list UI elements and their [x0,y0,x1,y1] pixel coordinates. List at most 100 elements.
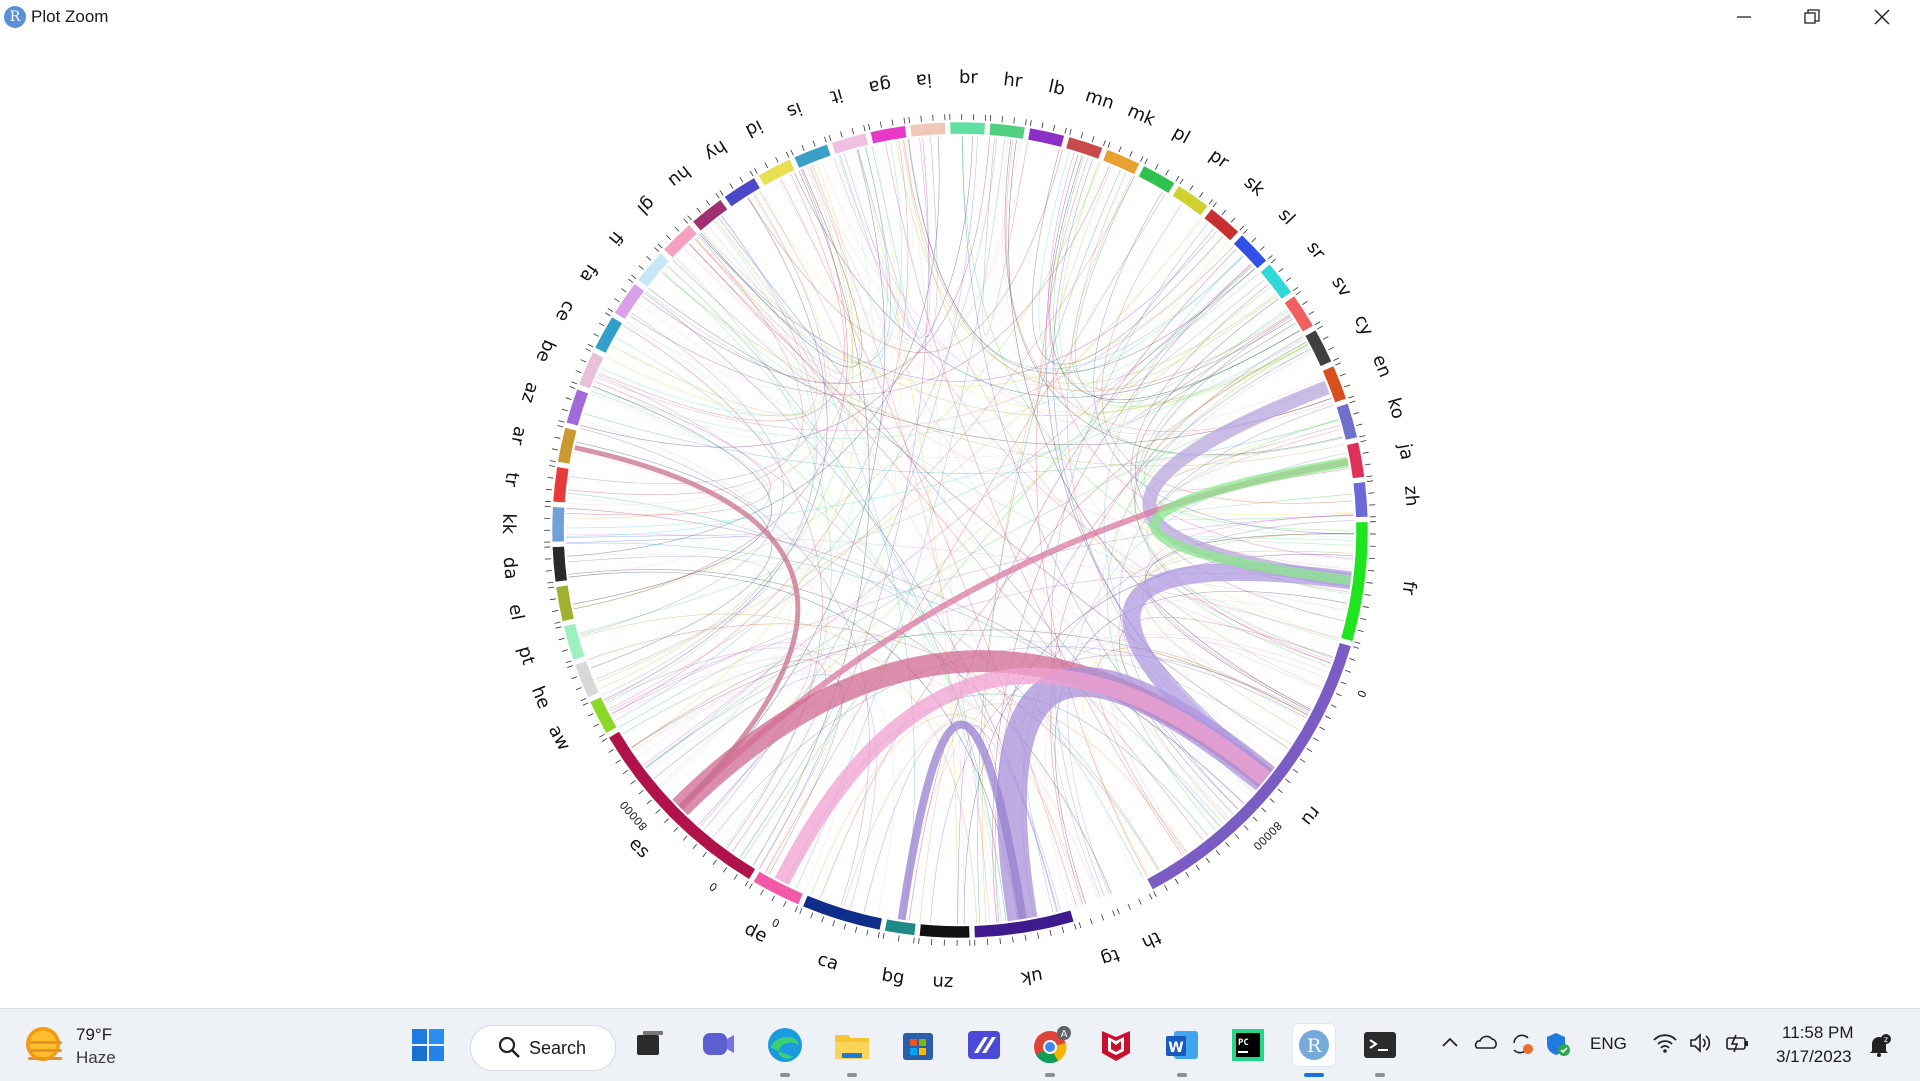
sector-label-hu: hu [664,161,695,192]
sector-label-be: be [531,336,559,365]
axis-tick [1262,808,1266,812]
axis-tick [1300,759,1305,762]
show-hidden-icons-chevron-icon[interactable] [1438,1031,1462,1055]
sync-icon[interactable] [1508,1031,1536,1057]
sector-bg [885,919,916,935]
axis-tick [1315,322,1320,325]
axis-tick [795,906,797,912]
chord-link-thin [662,272,1345,465]
minimize-button[interactable] [1710,0,1778,34]
file-explorer-button[interactable] [830,1023,874,1067]
axis-tick [1353,647,1359,649]
axis-tick [1025,935,1026,941]
axis-tick [658,244,662,248]
task-view-button[interactable] [628,1023,672,1067]
axis-tick [1344,385,1350,387]
chat-icon [696,1023,740,1067]
sector-label-gl: gl [633,192,659,219]
axis-tick [1119,147,1121,153]
sector-label-pr: pr [1205,145,1233,173]
axis-tick [1293,769,1298,773]
pycharm-button[interactable]: PC [1226,1023,1270,1067]
axis-tick [1081,133,1083,139]
defender-shield-icon[interactable] [1544,1031,1572,1059]
sector-uz [919,924,969,938]
store-button[interactable] [896,1023,940,1067]
chat-button[interactable] [696,1023,740,1067]
axis-tick [1358,630,1364,631]
word-button[interactable]: W [1160,1023,1204,1067]
axis-tick [822,917,824,923]
terminal-button[interactable] [1358,1023,1402,1067]
sector-en [1323,366,1347,403]
clock-date[interactable]: 3/17/2023 [1776,1047,1852,1067]
sector-ja [1347,442,1365,478]
clock-time[interactable]: 11:58 PM [1782,1023,1854,1043]
restore-button[interactable] [1778,0,1846,34]
start-button[interactable] [406,1023,450,1067]
sector-sr [1260,264,1291,299]
taskbar-search[interactable]: Search [470,1025,616,1071]
axis-tick [898,935,899,941]
onedrive-icon[interactable] [1472,1031,1500,1055]
sector-label-kk: kk [498,513,519,535]
rstudio-button[interactable]: R [1292,1023,1336,1067]
battery-charging-icon[interactable] [1724,1031,1752,1055]
axis-tick [647,800,652,804]
chrome-icon: A [1028,1023,1072,1067]
axis-tick [723,867,726,872]
edge-icon [763,1023,807,1067]
notification-icon[interactable]: z [1866,1033,1892,1059]
sector-label-mn: mn [1083,85,1117,114]
edge-button[interactable] [763,1023,807,1067]
chord-link-thin [778,141,1020,346]
wifi-icon[interactable] [1652,1031,1678,1055]
axis-tick [1293,287,1298,290]
running-indicator [847,1073,857,1077]
volume-icon[interactable] [1688,1031,1714,1055]
vscode-button[interactable] [962,1023,1006,1067]
axis-tick [833,920,835,926]
sector-mn [1066,137,1103,159]
sector-br [950,122,985,135]
axis-tick [811,913,813,919]
axis-tick [713,860,717,865]
chrome-button[interactable]: A [1028,1023,1072,1067]
axis-tick [593,334,598,337]
word-icon: W [1160,1023,1204,1067]
sector-hr [989,123,1025,139]
haze-line [28,1057,62,1060]
axis-tick [1053,125,1054,131]
chord-link-thin [1072,176,1277,389]
weather-widget[interactable]: 79°F Haze [26,1021,166,1069]
axis-tick [655,248,659,252]
axis-tick [1363,606,1369,607]
mcafee-button[interactable] [1094,1023,1138,1067]
close-button[interactable] [1848,0,1916,34]
axis-tick [1360,440,1366,441]
axis-tick [1235,834,1239,838]
axis-tick [1038,933,1039,939]
axis-tick [566,661,572,663]
chord-link-thin [629,165,1109,395]
sector-aw [590,697,617,733]
axis-tick [614,298,619,301]
svg-text:W: W [1168,1040,1183,1056]
axis-tick [599,734,604,737]
window-title: Plot Zoom [31,7,108,27]
chord-link-thin [684,249,1352,570]
axis-tick [1206,858,1210,863]
language-indicator[interactable]: ENG [1590,1034,1627,1054]
axis-tick [1278,789,1283,793]
axis-tick [1002,116,1003,122]
axis-tick [1074,924,1076,930]
axis-tick [616,760,621,763]
axis-tick [1348,396,1354,398]
running-indicator [1177,1073,1187,1077]
axis-tick [740,177,743,182]
axis-tick [1108,142,1110,148]
sector-label-de: de [741,918,771,947]
haze-line [28,1041,62,1044]
axis-tick [800,908,802,914]
axis-tick [1367,481,1373,482]
